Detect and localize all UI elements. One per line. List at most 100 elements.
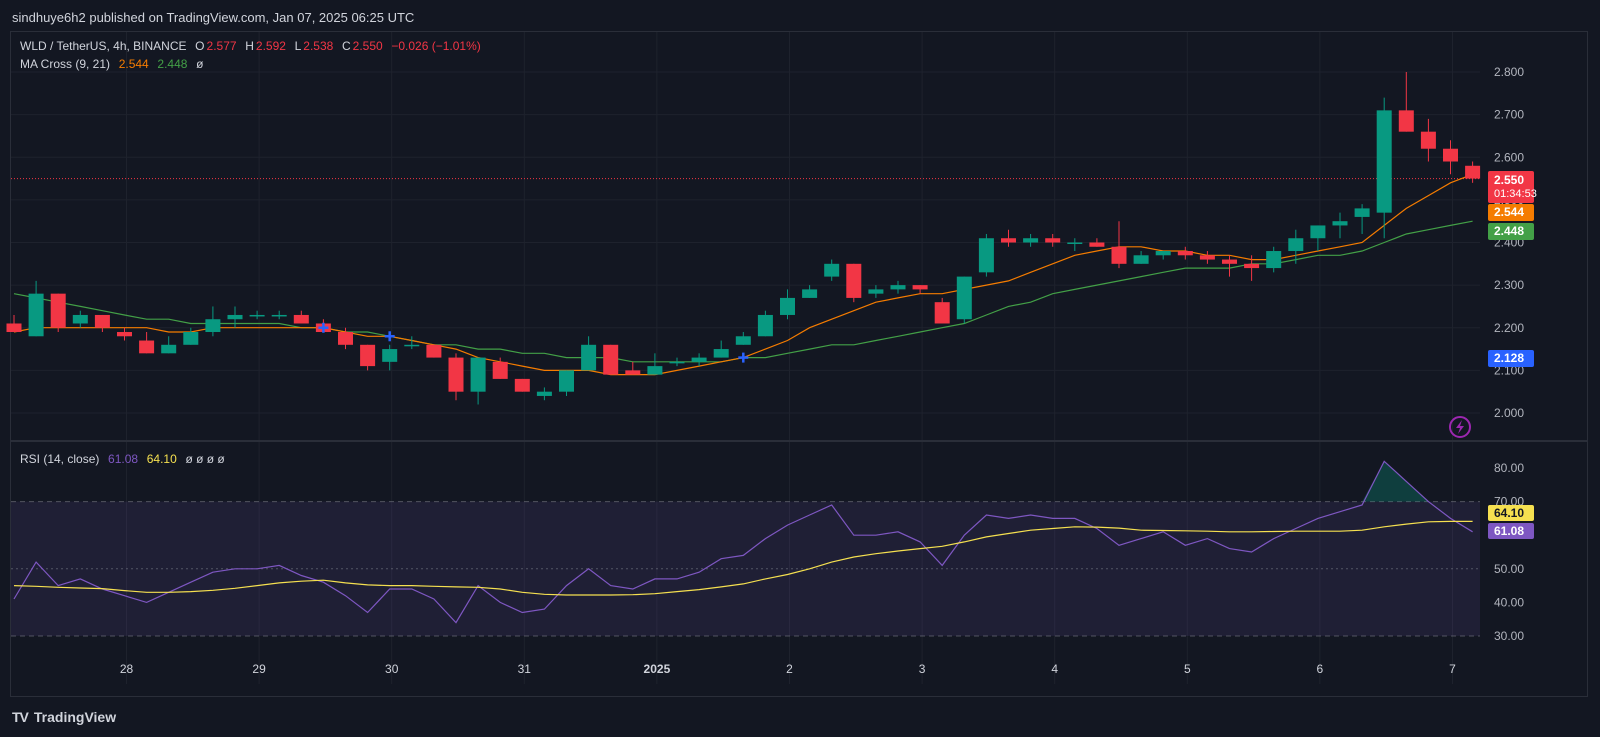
candle-body — [559, 370, 574, 392]
candle-body — [28, 293, 44, 337]
rsi-value: 61.08 — [108, 452, 139, 466]
rsi-tick-label: 40.00 — [1494, 595, 1524, 609]
candle-body — [1443, 148, 1458, 162]
ma-extra: ø — [196, 57, 204, 71]
price-tick-label: 2.000 — [1494, 406, 1524, 420]
rsi-ma-line — [13, 520, 1473, 596]
candle-body — [536, 391, 552, 396]
x-tick-label: 5 — [1184, 662, 1191, 676]
candle-body — [735, 336, 751, 345]
candle-body — [1420, 131, 1436, 149]
open-label: O — [195, 39, 205, 53]
candle-body — [360, 344, 376, 367]
candle-body — [1111, 246, 1127, 264]
candle-body — [382, 349, 398, 362]
candle-body — [50, 293, 66, 328]
candle-body — [1398, 110, 1414, 132]
candle-body — [271, 314, 287, 317]
candle-body — [492, 361, 508, 379]
price-tick-label: 2.200 — [1494, 321, 1524, 335]
rsi-extra: ø ø ø ø — [185, 452, 225, 466]
bar-countdown: 01:34:53 — [1494, 188, 1537, 200]
x-tick-label: 28 — [120, 662, 134, 676]
tradingview-brand[interactable]: TV TradingView — [12, 709, 116, 725]
candle-body — [94, 314, 110, 328]
x-tick-label: 30 — [385, 662, 399, 676]
candle-body — [205, 319, 221, 333]
candle-body — [1023, 238, 1039, 243]
candle-body — [117, 332, 132, 337]
candle-body — [249, 314, 265, 317]
ma-fast-badge: 2.544 — [1488, 204, 1534, 221]
candle-body — [868, 289, 884, 294]
candle-body — [802, 289, 818, 298]
candle-body — [1465, 165, 1481, 179]
x-tick-label: 4 — [1051, 662, 1058, 676]
candle-body — [846, 263, 862, 298]
ma-label[interactable]: MA Cross (9, 21) — [20, 57, 111, 71]
price-tick-label: 2.700 — [1494, 108, 1524, 122]
close-value: 2.550 — [352, 39, 383, 53]
candle-body — [647, 366, 663, 375]
candle-body — [448, 357, 464, 392]
candle-body — [1067, 242, 1083, 244]
brand-label: TradingView — [33, 709, 117, 725]
candle-body — [691, 357, 707, 362]
rsi-tick-label: 50.00 — [1494, 562, 1524, 576]
candle-body — [1045, 238, 1061, 243]
x-tick-label: 31 — [518, 662, 532, 676]
candle-body — [1089, 242, 1105, 247]
candle-body — [1244, 263, 1260, 269]
low-label: L — [294, 39, 302, 53]
candle-body — [1177, 251, 1193, 256]
price-tick-label: 2.600 — [1494, 150, 1524, 164]
candle-body — [338, 332, 353, 345]
chart-frame[interactable] — [10, 31, 1588, 697]
candle-body — [227, 314, 243, 320]
rsi-tick-label: 30.00 — [1494, 629, 1524, 643]
rsi-ma-value: 64.10 — [146, 452, 177, 466]
publish-header: sindhuye6h2 published on TradingView.com… — [12, 10, 415, 25]
open-value: 2.577 — [206, 39, 237, 53]
candle-body — [669, 361, 685, 364]
flash-icon[interactable] — [1449, 416, 1471, 438]
tradingview-logo-icon: TV — [12, 709, 29, 725]
candle-body — [6, 323, 22, 333]
rsi-overbought-fill — [14, 461, 1473, 502]
candle-body — [404, 344, 420, 347]
candle-body — [293, 314, 309, 324]
ma-fast-value: 2.544 — [118, 57, 149, 71]
candle-body — [1001, 238, 1016, 243]
x-tick-label: 3 — [919, 662, 926, 676]
cross-badge: 2.128 — [1488, 350, 1534, 367]
candle-body — [890, 285, 906, 290]
candle-body — [581, 344, 597, 371]
candle-body — [72, 314, 88, 324]
candle-body — [1376, 110, 1392, 213]
candle-body — [161, 344, 177, 354]
candle-body — [514, 378, 530, 392]
change-value: −0.026 (−1.01%) — [391, 39, 481, 53]
rsi-legend: RSI (14, close) 61.08 64.10 ø ø ø ø — [20, 452, 227, 466]
candle-body — [1266, 251, 1282, 269]
candle-body — [757, 314, 773, 337]
price-tick-label: 2.800 — [1494, 65, 1524, 79]
rsi-line — [13, 460, 1473, 624]
x-tick-label: 7 — [1449, 662, 1456, 676]
close-label: C — [341, 39, 351, 53]
symbol-label[interactable]: WLD / TetherUS, 4h, BINANCE — [20, 39, 187, 53]
candle-body — [1199, 255, 1215, 260]
x-tick-label: 6 — [1317, 662, 1324, 676]
candle-body — [625, 370, 641, 375]
candle-body — [824, 263, 840, 277]
rsi-label[interactable]: RSI (14, close) — [20, 452, 100, 466]
candle-body — [603, 344, 619, 375]
candle-body — [713, 349, 729, 358]
candle-body — [1332, 221, 1348, 226]
candle-body — [426, 344, 442, 358]
candle-body — [1310, 225, 1326, 239]
low-value: 2.538 — [303, 39, 334, 53]
rsi-tick-label: 80.00 — [1494, 461, 1524, 475]
high-value: 2.592 — [255, 39, 286, 53]
